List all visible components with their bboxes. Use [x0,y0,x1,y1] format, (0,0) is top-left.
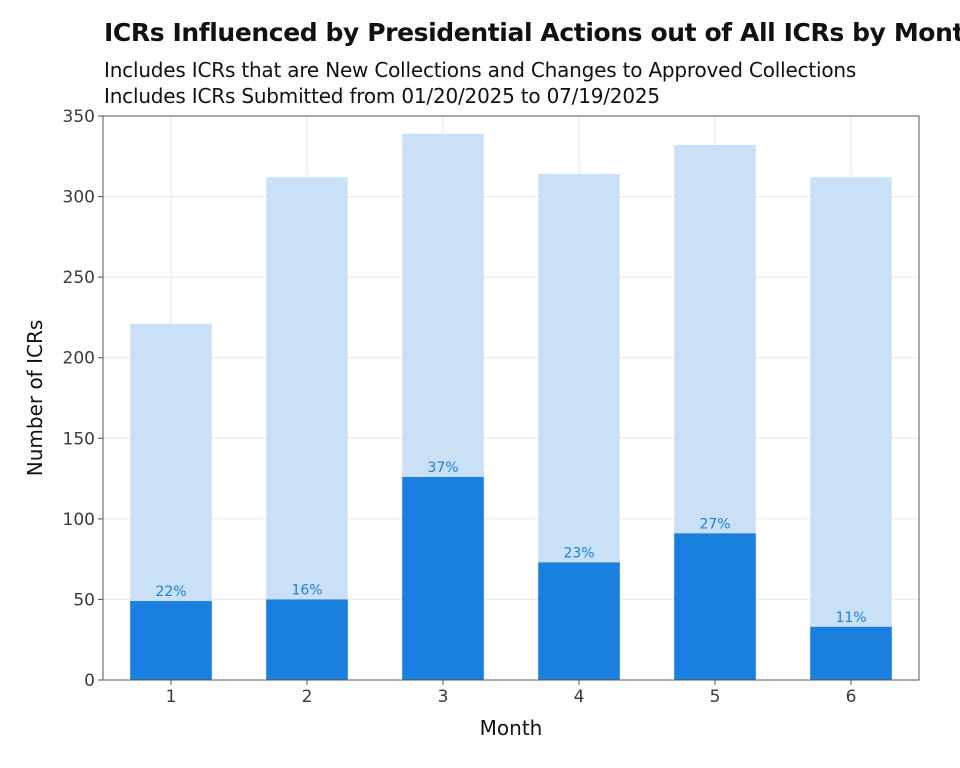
bar-influenced [130,601,212,680]
bar-percent-label: 23% [563,545,594,561]
y-tick-label: 0 [84,671,95,691]
x-axis-title: Month [480,716,543,740]
bar-influenced [538,562,620,680]
bar-percent-label: 16% [291,582,322,598]
bar-percent-label: 27% [699,516,730,532]
bar-total [266,177,348,680]
chart-title: ICRs Influenced by Presidential Actions … [104,18,960,47]
y-tick-label: 150 [63,429,95,449]
grid-lines [103,115,919,681]
bar-percent-label: 22% [155,584,186,600]
y-axis-ticks: 0 50 100 150 200 250 300 350 [63,107,103,691]
bars [130,133,892,681]
y-tick-label: 250 [63,268,95,288]
x-axis-ticks: 1 2 3 4 5 6 [166,680,857,707]
y-tick-label: 200 [63,349,95,369]
bar-percent-label: 37% [427,460,458,476]
x-tick-label: 5 [710,687,721,707]
bar-percent-label: 11% [835,610,866,626]
y-tick-label: 50 [73,590,95,610]
y-tick-label: 300 [63,188,95,208]
x-tick-label: 1 [166,687,177,707]
bar-influenced [674,533,756,680]
x-tick-label: 3 [438,687,449,707]
y-axis-title: Number of ICRs [23,320,47,477]
chart-subtitle-line-1: Includes ICRs that are New Collections a… [104,58,857,82]
y-tick-label: 350 [63,107,95,127]
bar-influenced [810,626,892,680]
chart-subtitle-line-2: Includes ICRs Submitted from 01/20/2025 … [104,84,660,108]
bar-influenced [266,599,348,680]
bar-total [810,177,892,680]
bar-labels: 22% 16% 37% 23% 27% 11% [155,460,866,626]
plot-frame [102,115,920,681]
bar-influenced [402,476,484,680]
x-tick-label: 6 [846,687,857,707]
y-tick-label: 100 [63,510,95,530]
x-tick-label: 2 [302,687,313,707]
x-tick-label: 4 [574,687,585,707]
